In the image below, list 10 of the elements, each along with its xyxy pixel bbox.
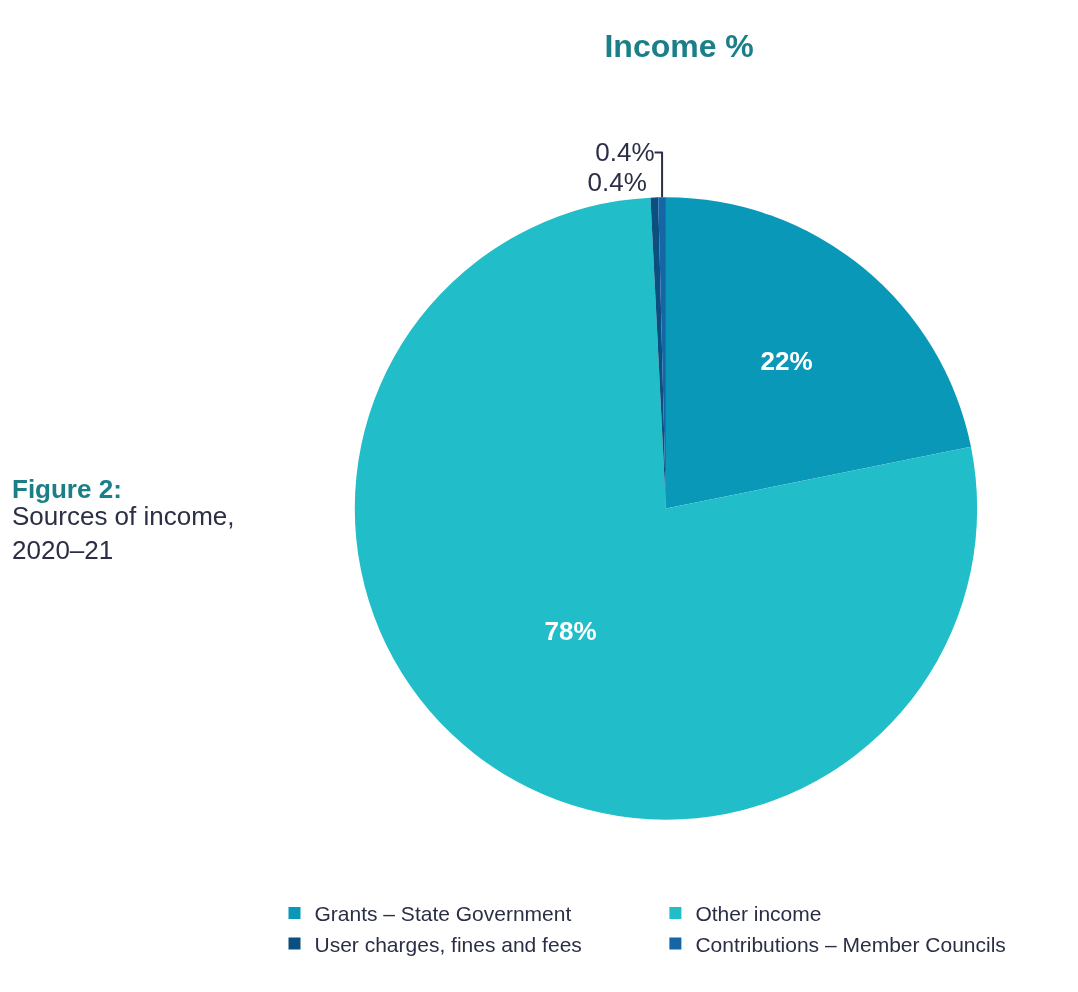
legend-label: Contributions – Member Councils [695,932,1006,956]
data-label: 78% [544,616,597,647]
chart-title: Income % [604,28,754,65]
data-label: 0.4% [587,167,647,198]
data-label: 0.4% [595,137,655,168]
caption: Figure 2: [12,474,122,504]
legend-label: Other income [695,902,822,926]
legend-label: Grants – State Government [314,902,572,926]
data-label: 22% [760,345,813,376]
legend-label: User charges, fines and fees [314,932,582,956]
